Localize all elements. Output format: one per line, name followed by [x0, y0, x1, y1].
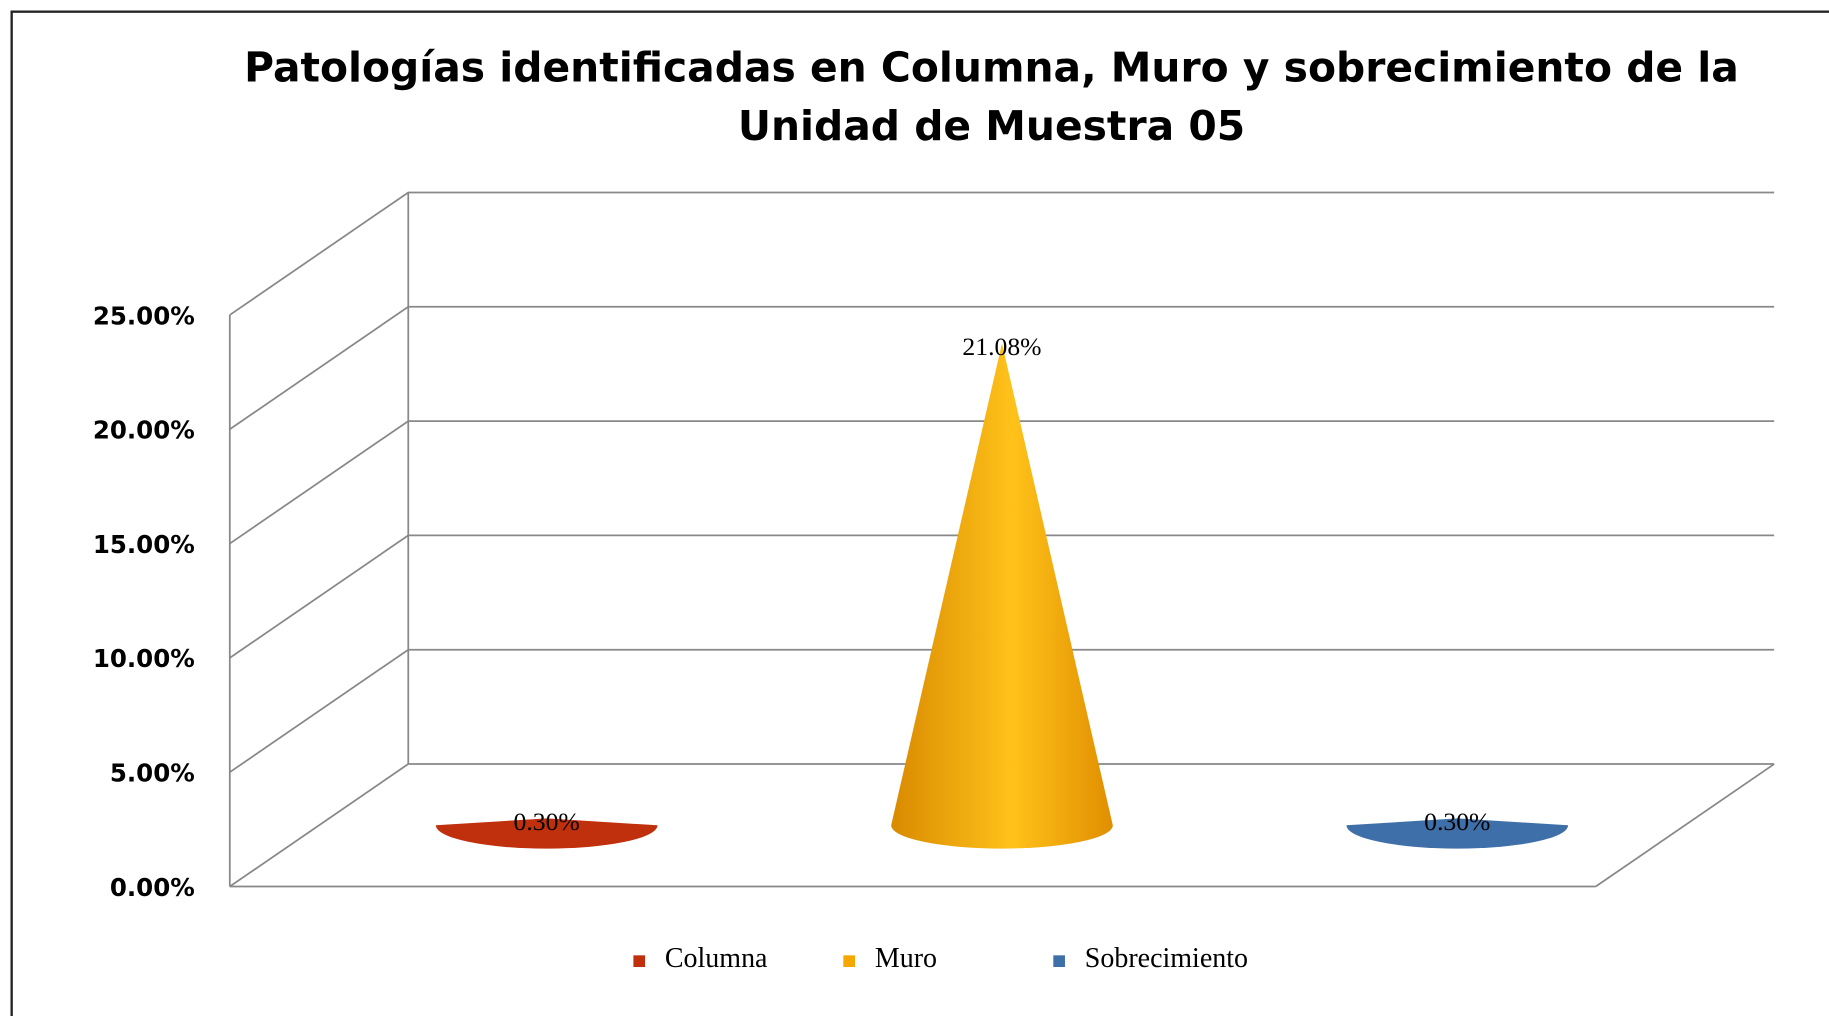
cone-side — [1346, 818, 1569, 849]
chart-frame — [10, 10, 1829, 1016]
grid-line — [229, 534, 1775, 659]
data-label: 21.08% — [962, 332, 1041, 361]
data-label: 0.30% — [514, 807, 580, 836]
legend-label: Sobrecimiento — [1085, 943, 1248, 974]
cone — [1346, 818, 1569, 849]
y-tick-label: 20.00% — [93, 416, 195, 445]
grid-line — [229, 648, 1775, 773]
legend-swatch — [843, 955, 856, 967]
grid-line — [229, 420, 1775, 545]
floor-edge — [1595, 763, 1775, 888]
cone-side — [435, 818, 658, 849]
chart-title: Patologías identificadas en Columna, Mur… — [244, 44, 1739, 92]
cone — [891, 343, 1113, 849]
data-label: 0.30% — [1424, 807, 1490, 836]
y-tick-label: 15.00% — [93, 530, 195, 559]
legend-swatch — [633, 955, 646, 967]
cone — [435, 818, 658, 849]
y-tick-label: 0.00% — [110, 873, 195, 902]
y-tick-label: 5.00% — [110, 759, 195, 788]
grid-line — [229, 763, 1775, 888]
y-tick-label: 25.00% — [93, 301, 195, 330]
y-tick-label: 10.00% — [93, 644, 195, 673]
grid-line — [229, 191, 1775, 316]
chart-title: Unidad de Muestra 05 — [738, 102, 1245, 150]
legend-label: Muro — [875, 943, 937, 974]
grid-line — [229, 305, 1775, 430]
cone-side — [891, 343, 1113, 849]
legend-label: Columna — [665, 943, 768, 974]
legend-swatch — [1053, 955, 1065, 967]
